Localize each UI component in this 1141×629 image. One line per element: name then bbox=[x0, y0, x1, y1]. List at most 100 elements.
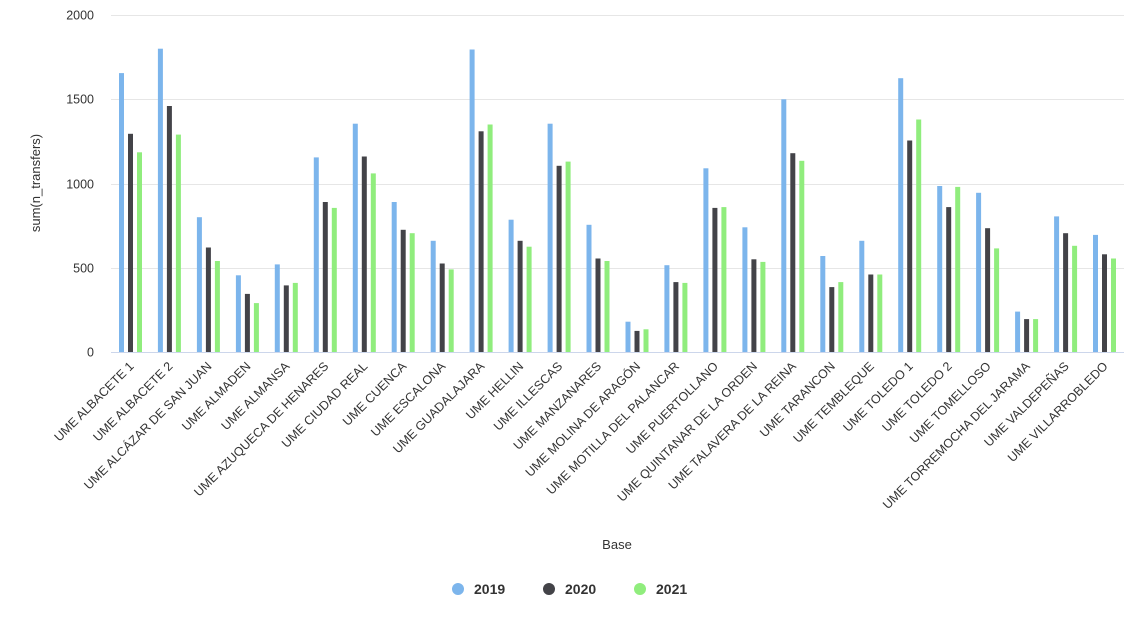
bar-2019[interactable] bbox=[430, 240, 436, 352]
bar-2019[interactable] bbox=[157, 48, 163, 352]
bar-2020[interactable] bbox=[634, 330, 640, 352]
bar-2019[interactable] bbox=[274, 264, 280, 352]
bar-2021[interactable] bbox=[292, 282, 298, 352]
bar-2021[interactable] bbox=[214, 261, 220, 352]
bar-2021[interactable] bbox=[1111, 258, 1116, 353]
legend-label: 2020 bbox=[565, 581, 596, 597]
bar-2020[interactable] bbox=[439, 263, 445, 353]
bar-2021[interactable] bbox=[799, 160, 805, 352]
bar-2020[interactable] bbox=[283, 285, 289, 352]
bar-2019[interactable] bbox=[625, 321, 631, 352]
bar-2020[interactable] bbox=[205, 247, 211, 353]
bar-2021[interactable] bbox=[565, 161, 571, 352]
x-tick-label: UME TOLEDO 1 bbox=[840, 359, 915, 434]
y-tick-label: 500 bbox=[73, 262, 94, 276]
bar-2020[interactable] bbox=[946, 207, 952, 352]
bar-2020[interactable] bbox=[1102, 254, 1107, 352]
bar-2021[interactable] bbox=[448, 269, 454, 352]
y-axis-title: sum(n_transfers) bbox=[28, 134, 43, 232]
bar-2019[interactable] bbox=[937, 186, 943, 352]
bar-2020[interactable] bbox=[244, 293, 250, 352]
bar-2019[interactable] bbox=[976, 192, 982, 352]
bar-2020[interactable] bbox=[322, 202, 328, 352]
bar-2021[interactable] bbox=[643, 329, 649, 352]
legend-item-2020[interactable]: 2020 bbox=[543, 581, 596, 597]
bar-2020[interactable] bbox=[751, 259, 757, 352]
bar-2021[interactable] bbox=[137, 152, 142, 352]
bar-2019[interactable] bbox=[1015, 311, 1021, 352]
bar-2021[interactable] bbox=[175, 134, 181, 352]
bars bbox=[119, 48, 1116, 353]
bar-2020[interactable] bbox=[1024, 319, 1030, 352]
legend-label: 2021 bbox=[656, 581, 687, 597]
bar-2021[interactable] bbox=[253, 303, 259, 352]
bar-2020[interactable] bbox=[907, 140, 913, 353]
bar-2019[interactable] bbox=[898, 78, 904, 352]
x-axis-title: Base bbox=[602, 537, 632, 552]
x-tick-label: UME TOLEDO 2 bbox=[879, 359, 954, 434]
bar-2019[interactable] bbox=[859, 240, 865, 352]
legend: 2019 2020 2021 bbox=[452, 581, 687, 597]
bar-2020[interactable] bbox=[361, 156, 367, 353]
bar-2019[interactable] bbox=[196, 217, 202, 352]
bar-2021[interactable] bbox=[526, 246, 532, 352]
bar-2021[interactable] bbox=[487, 124, 493, 353]
legend-swatch bbox=[452, 583, 464, 595]
y-tick-label: 0 bbox=[87, 346, 94, 360]
bar-2020[interactable] bbox=[595, 258, 601, 353]
bar-2019[interactable] bbox=[703, 168, 709, 352]
x-tick-label: UME ALMADEN bbox=[179, 359, 253, 433]
bar-2020[interactable] bbox=[166, 106, 172, 352]
bar-2021[interactable] bbox=[955, 186, 961, 352]
bar-2020[interactable] bbox=[829, 287, 835, 352]
bar-2019[interactable] bbox=[547, 123, 553, 352]
bar-2020[interactable] bbox=[478, 131, 484, 352]
bar-2019[interactable] bbox=[313, 157, 319, 352]
bar-2019[interactable] bbox=[1093, 234, 1098, 352]
bar-2020[interactable] bbox=[556, 165, 562, 352]
bar-2021[interactable] bbox=[877, 274, 883, 353]
bar-2019[interactable] bbox=[391, 202, 397, 352]
y-tick-label: 2000 bbox=[66, 9, 94, 23]
bar-2021[interactable] bbox=[682, 282, 688, 352]
bar-2019[interactable] bbox=[664, 265, 670, 352]
bar-2021[interactable] bbox=[331, 207, 337, 352]
bar-2021[interactable] bbox=[604, 261, 610, 352]
bar-2019[interactable] bbox=[508, 219, 514, 352]
bar-2020[interactable] bbox=[985, 228, 991, 352]
bar-2021[interactable] bbox=[409, 233, 415, 352]
bar-2019[interactable] bbox=[586, 224, 592, 352]
bar-2021[interactable] bbox=[1072, 245, 1078, 352]
bar-2019[interactable] bbox=[352, 123, 358, 352]
bar-2021[interactable] bbox=[721, 207, 727, 352]
bar-2020[interactable] bbox=[712, 207, 718, 352]
bar-2021[interactable] bbox=[760, 261, 766, 352]
bar-2020[interactable] bbox=[868, 274, 874, 353]
bar-2020[interactable] bbox=[790, 153, 796, 352]
bar-2021[interactable] bbox=[370, 173, 376, 352]
legend-item-2021[interactable]: 2021 bbox=[634, 581, 687, 597]
bar-2021[interactable] bbox=[916, 119, 922, 353]
y-tick-label: 1000 bbox=[66, 178, 94, 192]
bar-2019[interactable] bbox=[820, 256, 826, 352]
bar-2021[interactable] bbox=[994, 248, 1000, 352]
legend-item-2019[interactable]: 2019 bbox=[452, 581, 505, 597]
bar-2020[interactable] bbox=[1063, 233, 1069, 352]
x-tick-label: UME ILLESCAS bbox=[491, 359, 565, 433]
x-tick-label: UME QUINTANAR DE LA ORDEN bbox=[615, 359, 760, 504]
bar-2019[interactable] bbox=[742, 227, 748, 352]
bar-2019[interactable] bbox=[235, 275, 241, 352]
bar-2019[interactable] bbox=[469, 49, 475, 353]
legend-swatch bbox=[634, 583, 646, 595]
bar-2019[interactable] bbox=[1054, 216, 1060, 352]
bar-2019[interactable] bbox=[119, 73, 124, 352]
bar-2021[interactable] bbox=[1033, 319, 1039, 352]
bar-2020[interactable] bbox=[673, 282, 679, 352]
bar-2020[interactable] bbox=[128, 133, 133, 352]
bar-2019[interactable] bbox=[781, 99, 787, 353]
bar-2020[interactable] bbox=[400, 229, 406, 352]
bar-2021[interactable] bbox=[838, 282, 844, 352]
bar-2020[interactable] bbox=[517, 240, 523, 352]
